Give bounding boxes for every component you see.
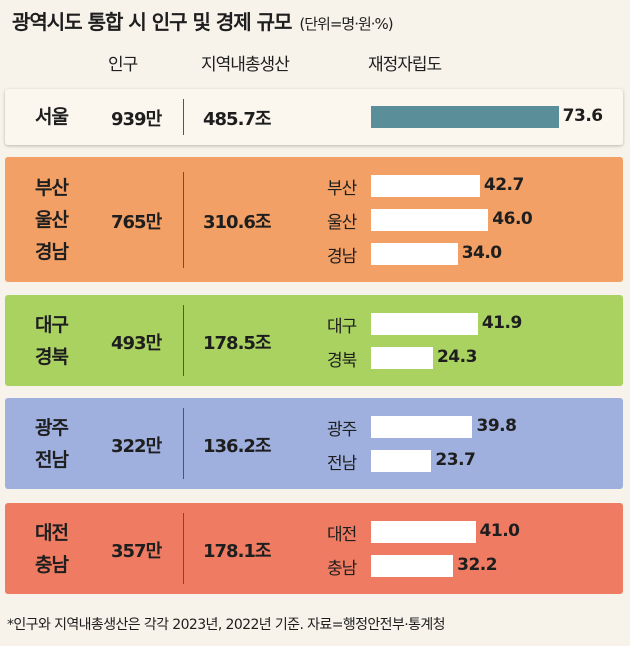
fiscal-bar <box>371 312 478 335</box>
bar-label: 대구 <box>327 316 357 337</box>
fiscal-value: 41.0 <box>479 520 520 541</box>
header-fiscal: 재정자립도 <box>368 55 442 75</box>
fiscal-value: 42.7 <box>483 174 524 195</box>
fiscal-bar <box>371 208 489 231</box>
bar-label: 경남 <box>327 246 357 267</box>
bar-label: 울산 <box>327 212 357 233</box>
grdp-value: 136.2조 <box>203 435 271 457</box>
region-name-line: 광주 <box>35 416 69 439</box>
bar-label: 전남 <box>327 453 357 474</box>
population-value: 357만 <box>111 540 162 562</box>
fiscal-bar <box>371 520 476 543</box>
population-value: 493만 <box>111 332 162 354</box>
fiscal-bar <box>371 106 559 128</box>
unit-note: (단위=명·원·%) <box>299 15 393 33</box>
bar-label: 충남 <box>327 558 357 579</box>
bar-label: 경북 <box>327 350 357 371</box>
population-value: 765만 <box>111 211 162 233</box>
region-name-line: 충남 <box>35 553 69 576</box>
fiscal-bar <box>371 415 473 438</box>
grdp-value: 178.5조 <box>203 332 271 354</box>
grdp-value: 310.6조 <box>203 211 271 233</box>
footnote: *인구와 지역내총생산은 각각 2023년, 2022년 기준. 자료=행정안전… <box>7 617 446 633</box>
fiscal-value: 24.3 <box>436 346 477 367</box>
chart-title-row: 광역시도 통합 시 인구 및 경제 규모 (단위=명·원·%) <box>12 6 394 35</box>
region-name-line: 부산 <box>35 176 69 199</box>
fiscal-bar <box>371 449 432 472</box>
region-name-line: 대구 <box>35 313 69 336</box>
population-value: 322만 <box>111 435 162 457</box>
region-name-line: 전남 <box>35 448 69 471</box>
fiscal-bar <box>371 242 458 265</box>
header-population: 인구 <box>108 55 138 75</box>
column-divider <box>183 171 184 268</box>
region-name-line: 대전 <box>35 521 69 544</box>
region-name-line: 경북 <box>35 345 69 368</box>
chart-title: 광역시도 통합 시 인구 및 경제 규모 <box>12 10 292 34</box>
grdp-value: 485.7조 <box>203 109 271 130</box>
header-grdp: 지역내총생산 <box>201 55 290 75</box>
region-name: 서울 <box>35 101 69 133</box>
column-divider <box>183 305 184 376</box>
fiscal-value: 23.7 <box>435 449 476 470</box>
bar-label: 광주 <box>327 419 357 440</box>
bar-label: 대전 <box>327 524 357 545</box>
region-name-line: 서울 <box>35 106 69 128</box>
region-name-line: 울산 <box>35 208 69 231</box>
fiscal-bar <box>371 174 480 197</box>
fiscal-value: 34.0 <box>461 242 502 263</box>
fiscal-bar <box>371 346 433 369</box>
column-divider <box>183 99 184 135</box>
region-group: 서울 939만 485.7조 73.6 <box>5 89 623 145</box>
fiscal-value: 41.9 <box>481 312 522 333</box>
population-value: 939만 <box>111 109 162 130</box>
fiscal-value: 73.6 <box>562 106 603 126</box>
bar-label: 부산 <box>327 178 357 199</box>
column-divider <box>183 513 184 584</box>
fiscal-value: 32.2 <box>457 554 498 575</box>
fiscal-value: 46.0 <box>492 208 533 229</box>
region-name-line: 경남 <box>35 240 69 263</box>
column-divider <box>183 408 184 479</box>
fiscal-bar <box>371 554 454 577</box>
grdp-value: 178.1조 <box>203 540 271 562</box>
fiscal-value: 39.8 <box>476 415 517 436</box>
